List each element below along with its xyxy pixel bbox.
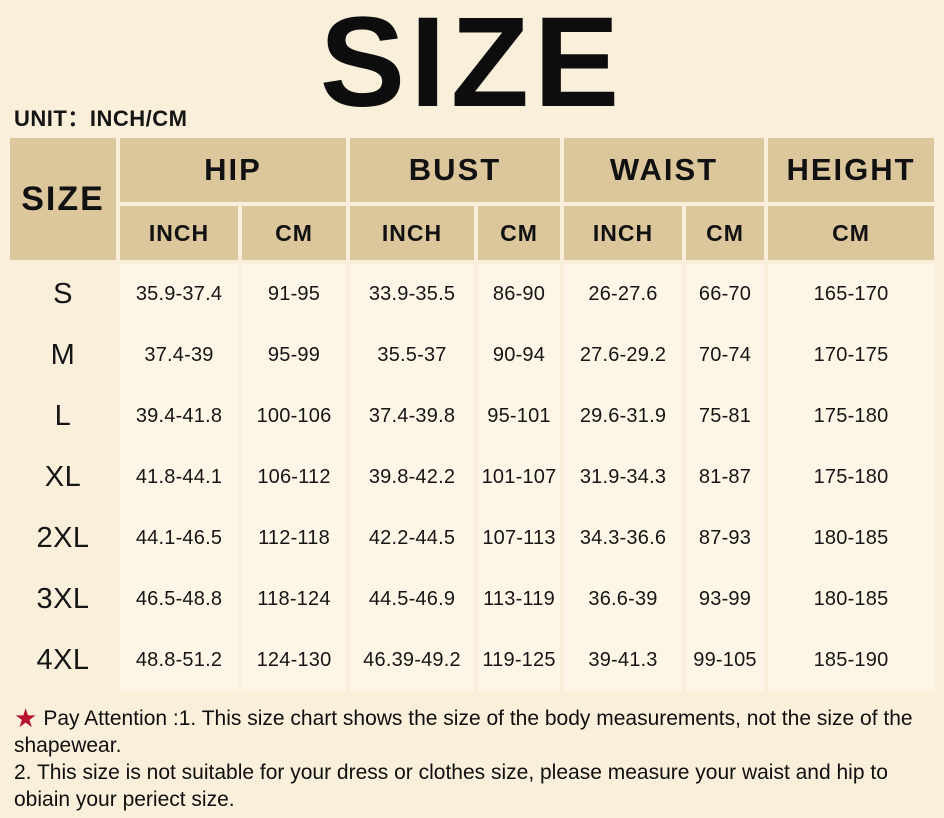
measurement-cell: 112-118 (242, 508, 346, 569)
measurement-cell: 46.39-49.2 (350, 630, 474, 691)
measurement-cell: 42.2-44.5 (350, 508, 474, 569)
size-row-label: S (53, 278, 73, 310)
measurement-cell: 75-81 (686, 386, 764, 447)
measurement-cell: 36.6-39 (564, 569, 682, 630)
size-row-label: 4XL (36, 644, 90, 676)
measurement-cell: 90-94 (478, 325, 560, 386)
measurement-cell: 165-170 (768, 264, 934, 325)
measurement-cell: 31.9-34.3 (564, 447, 682, 508)
size-row-label: XL (44, 461, 82, 493)
measurement-cell: 70-74 (686, 325, 764, 386)
measurement-cell: 37.4-39 (120, 325, 238, 386)
column-header-waist-inch: INCH (564, 206, 682, 260)
measurement-cell: 99-105 (686, 630, 764, 691)
size-row-label: 3XL (36, 583, 90, 615)
measurement-cell: 91-95 (242, 264, 346, 325)
note-attention-text: Pay Attention :1. This size chart shows … (14, 707, 913, 757)
page-title: SIZE (319, 0, 625, 134)
measurement-cell: 87-93 (686, 508, 764, 569)
measurement-cell: 29.6-31.9 (564, 386, 682, 447)
measurement-cell: 37.4-39.8 (350, 386, 474, 447)
column-group-bust: BUST (350, 138, 560, 202)
table-header: SIZE HIP BUST WAIST HEIGHT INCH CM INCH … (10, 138, 934, 260)
size-row-label: L (54, 400, 72, 432)
measurement-cell: 175-180 (768, 447, 934, 508)
measurement-cell: 35.5-37 (350, 325, 474, 386)
measurement-cell: 46.5-48.8 (120, 569, 238, 630)
column-header-height-cm: CM (768, 206, 934, 260)
measurement-cell: 33.9-35.5 (350, 264, 474, 325)
measurement-cell: 39.4-41.8 (120, 386, 238, 447)
measurement-cell: 39-41.3 (564, 630, 682, 691)
measurement-cell: 113-119 (478, 569, 560, 630)
unit-label: UNIT：INCH/CM (14, 106, 188, 131)
measurement-cell: 124-130 (242, 630, 346, 691)
measurement-cell: 118-124 (242, 569, 346, 630)
masthead: SIZE UNIT：INCH/CM (0, 0, 944, 138)
measurement-cell: 119-125 (478, 630, 560, 691)
size-row-label: 2XL (36, 522, 90, 554)
measurement-cell: 100-106 (242, 386, 346, 447)
note-attention: ★ Pay Attention :1. This size chart shows… (14, 705, 934, 760)
measurement-cell: 39.8-42.2 (350, 447, 474, 508)
column-header-hip-cm: CM (242, 206, 346, 260)
column-group-waist: WAIST (564, 138, 764, 202)
measurement-cell: 185-190 (768, 630, 934, 691)
measurement-cell: 93-99 (686, 569, 764, 630)
measurement-cell: 107-113 (478, 508, 560, 569)
measurement-cell: 95-101 (478, 386, 560, 447)
measurement-cell: 34.3-36.6 (564, 508, 682, 569)
table-body: S 35.9-37.4 91-95 33.9-35.5 86-90 26-27.… (10, 264, 934, 691)
measurement-cell: 175-180 (768, 386, 934, 447)
column-group-hip: HIP (120, 138, 346, 202)
measurement-cell: 26-27.6 (564, 264, 682, 325)
measurement-cell: 41.8-44.1 (120, 447, 238, 508)
note-line2: 2. This size is not suitable for your dr… (14, 760, 888, 811)
column-group-height: HEIGHT (768, 138, 934, 202)
measurement-cell: 101-107 (478, 447, 560, 508)
measurement-cell: 44.5-46.9 (350, 569, 474, 630)
star-icon: ★ (14, 703, 38, 733)
size-row-label: M (50, 339, 76, 371)
measurement-cell: 95-99 (242, 325, 346, 386)
measurement-cell: 81-87 (686, 447, 764, 508)
measurement-cell: 86-90 (478, 264, 560, 325)
measurement-cell: 170-175 (768, 325, 934, 386)
measurement-cell: 66-70 (686, 264, 764, 325)
column-header-bust-inch: INCH (350, 206, 474, 260)
measurement-cell: 27.6-29.2 (564, 325, 682, 386)
notes-section: ★ Pay Attention :1. This size chart shows… (0, 691, 944, 814)
measurement-cell: 48.8-51.2 (120, 630, 238, 691)
column-header-waist-cm: CM (686, 206, 764, 260)
measurement-cell: 106-112 (242, 447, 346, 508)
measurement-cell: 180-185 (768, 508, 934, 569)
measurement-cell: 44.1-46.5 (120, 508, 238, 569)
measurement-cell: 35.9-37.4 (120, 264, 238, 325)
measurement-cell: 180-185 (768, 569, 934, 630)
column-header-size: SIZE (10, 138, 116, 260)
column-header-bust-cm: CM (478, 206, 560, 260)
column-header-hip-inch: INCH (120, 206, 238, 260)
